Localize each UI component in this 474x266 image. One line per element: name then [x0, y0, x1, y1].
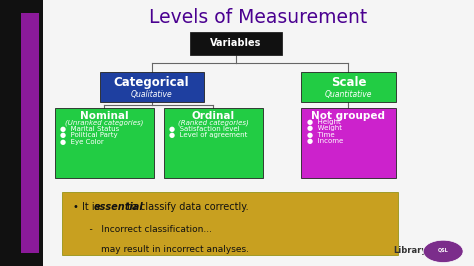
Text: Qualitative: Qualitative [131, 90, 173, 99]
Text: ●  Satisfaction level: ● Satisfaction level [169, 126, 240, 132]
Bar [301, 108, 396, 178]
Bar [164, 108, 263, 178]
Text: • It is: • It is [73, 202, 103, 212]
Text: Quantitative: Quantitative [325, 90, 372, 99]
Text: ●  Level of agreement: ● Level of agreement [169, 132, 247, 138]
Text: ●  Income: ● Income [307, 138, 343, 144]
Text: Library: Library [393, 246, 427, 255]
Text: to classify data correctly.: to classify data correctly. [124, 202, 249, 212]
Text: Scale: Scale [331, 76, 366, 89]
Bar [62, 192, 398, 255]
Bar [21, 13, 39, 253]
Text: (Ranked categories): (Ranked categories) [178, 119, 249, 126]
Text: ●  Political Party: ● Political Party [60, 132, 118, 138]
Bar [55, 108, 154, 178]
Circle shape [423, 240, 463, 263]
Text: Levels of Measurement: Levels of Measurement [149, 8, 367, 27]
Text: Ordinal: Ordinal [192, 111, 235, 121]
Text: ●  Weight: ● Weight [307, 126, 342, 131]
Text: ●  Marital Status: ● Marital Status [60, 126, 119, 132]
Text: (Unranked categories): (Unranked categories) [65, 119, 144, 126]
Bar [301, 72, 396, 102]
Text: ●  Time: ● Time [307, 132, 334, 138]
Text: Categorical: Categorical [114, 76, 190, 89]
Text: ●  Height: ● Height [307, 119, 340, 125]
Text: ●  Eye Color: ● Eye Color [60, 139, 104, 145]
Text: Variables: Variables [210, 38, 262, 48]
Text: -   Incorrect classification...: - Incorrect classification... [78, 225, 212, 234]
Text: essential: essential [94, 202, 144, 212]
Text: may result in incorrect analyses.: may result in incorrect analyses. [78, 245, 249, 254]
Bar [100, 72, 204, 102]
Text: Nominal: Nominal [80, 111, 128, 121]
Text: Not grouped: Not grouped [311, 111, 385, 121]
Text: QSL: QSL [438, 248, 448, 252]
Bar [190, 32, 282, 55]
